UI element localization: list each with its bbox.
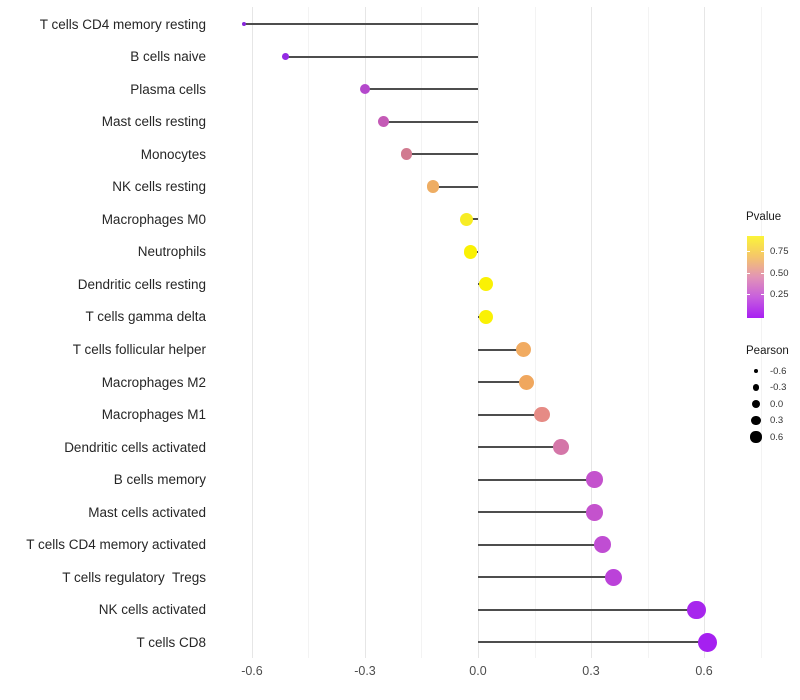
pvalue-tick-label: 0.25 — [770, 289, 789, 301]
pvalue-legend-title: Pvalue — [746, 211, 782, 223]
lollipop-dot — [534, 406, 550, 423]
lollipop-segment — [383, 120, 478, 123]
lollipop-dot — [426, 180, 440, 193]
lollipop-dot — [378, 116, 390, 128]
lollipop-dot — [586, 471, 604, 488]
pvalue-gradient-bar — [747, 236, 764, 318]
x-tick-label: 0.0 — [469, 664, 487, 678]
row-label: Mast cells resting — [101, 114, 206, 130]
x-tick-label: 0.3 — [582, 664, 600, 678]
gridline-minor — [308, 7, 310, 658]
row-label: B cells naive — [130, 49, 206, 65]
gridline-minor — [760, 7, 762, 658]
lollipop-dot — [552, 439, 569, 456]
gridline-major — [478, 7, 479, 658]
lollipop-dot — [400, 148, 413, 161]
row-label: T cells CD4 memory resting — [39, 16, 206, 32]
gridline-minor — [534, 7, 536, 658]
row-label: Plasma cells — [130, 81, 206, 97]
lollipop-dot — [698, 632, 718, 652]
lollipop-dot — [593, 536, 611, 554]
pvalue-tick-mark — [761, 272, 764, 275]
pearson-size-label: 0.6 — [770, 431, 784, 443]
lollipop-dot — [586, 503, 604, 521]
lollipop-dot — [605, 568, 623, 586]
lollipop-dot — [459, 212, 474, 227]
row-label: Dendritic cells resting — [77, 276, 206, 292]
x-tick-label: -0.6 — [241, 664, 263, 678]
row-label: Neutrophils — [137, 244, 206, 260]
lollipop-dot — [687, 600, 706, 620]
lollipop-segment — [432, 185, 478, 188]
pvalue-tick-mark — [747, 293, 750, 296]
pvalue-tick-mark — [747, 272, 750, 275]
pearson-size-label: 0.3 — [770, 415, 784, 426]
row-label: B cells memory — [113, 472, 206, 488]
pearson-size-dot — [751, 415, 761, 426]
gridline-major — [591, 7, 592, 658]
pearson-size-dot — [751, 399, 761, 409]
row-label: Mast cells activated — [88, 504, 206, 520]
row-label: T cells follicular helper — [72, 342, 206, 357]
lollipop-dot — [515, 342, 531, 357]
lollipop-segment — [478, 478, 595, 481]
lollipop-segment — [478, 381, 527, 384]
lollipop-segment — [478, 413, 543, 416]
row-label: Macrophages M2 — [101, 374, 206, 390]
row-label: Macrophages M1 — [101, 407, 206, 423]
pearson-size-dot — [752, 384, 760, 391]
row-label: T cells CD4 memory activated — [26, 537, 206, 553]
lollipop-segment — [478, 446, 561, 449]
pvalue-tick-label: 0.75 — [770, 246, 789, 258]
gridline-major — [704, 7, 706, 658]
gridline-minor — [421, 7, 423, 658]
lollipop-segment — [478, 511, 595, 514]
lollipop-segment — [364, 88, 478, 91]
lollipop-segment — [478, 348, 524, 351]
pvalue-tick-mark — [747, 250, 750, 253]
pvalue-tick-label: 0.50 — [770, 268, 789, 280]
lollipop-segment — [478, 576, 614, 579]
row-label: NK cells resting — [112, 179, 206, 195]
pearson-size-dot — [750, 431, 762, 443]
lollipop-segment — [285, 55, 478, 58]
lollipop-dot — [519, 374, 535, 390]
pearson-size-label: 0.0 — [770, 398, 784, 410]
gridline-major — [251, 7, 253, 658]
gridline-major — [364, 7, 366, 658]
pearson-size-label: -0.3 — [770, 382, 787, 393]
row-label: Macrophages M0 — [101, 211, 206, 227]
lollipop-dot — [359, 83, 371, 95]
lollipop-segment — [478, 608, 697, 611]
lollipop-dot — [478, 277, 493, 292]
lollipop-segment — [406, 153, 478, 156]
lollipop-segment — [478, 543, 603, 546]
row-label: Dendritic cells activated — [64, 439, 206, 455]
lollipop-dot — [478, 309, 493, 324]
pvalue-tick-mark — [761, 250, 764, 253]
row-label: T cells regulatory Tregs — [62, 569, 206, 585]
pearson-legend-title: Pearson — [746, 345, 789, 357]
lollipop-dot — [282, 53, 290, 60]
gridline-minor — [647, 7, 649, 658]
pearson-size-label: -0.6 — [770, 365, 787, 377]
x-tick-label: 0.6 — [695, 664, 713, 678]
x-tick-label: -0.3 — [354, 664, 376, 678]
lollipop-dot — [242, 21, 247, 27]
row-label: Monocytes — [140, 146, 206, 162]
row-label: T cells CD8 — [136, 634, 206, 650]
lollipop-dot — [463, 245, 478, 259]
pearson-size-dot — [753, 368, 759, 374]
row-label: NK cells activated — [98, 602, 206, 618]
row-label: T cells gamma delta — [85, 309, 206, 325]
pvalue-tick-mark — [761, 293, 764, 296]
lollipop-segment — [478, 641, 708, 644]
lollipop-segment — [244, 23, 478, 25]
